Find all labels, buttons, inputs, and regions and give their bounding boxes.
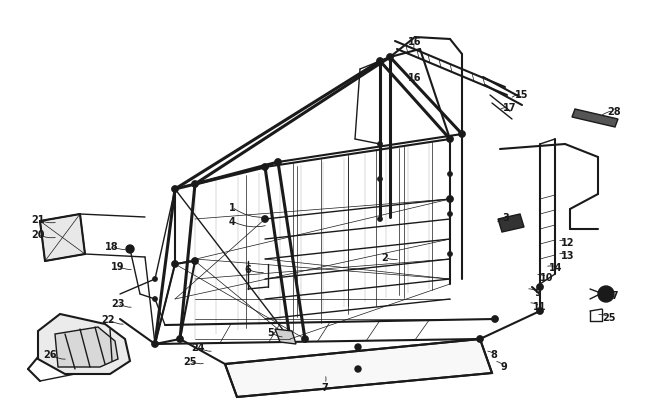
Text: 22: 22	[101, 314, 115, 324]
Text: 21: 21	[31, 215, 45, 224]
Text: 28: 28	[607, 107, 621, 117]
Text: 18: 18	[105, 241, 119, 252]
Circle shape	[263, 218, 266, 221]
Polygon shape	[275, 329, 296, 344]
Circle shape	[378, 60, 382, 63]
Text: 16: 16	[408, 37, 422, 47]
Circle shape	[602, 290, 610, 298]
Circle shape	[280, 332, 288, 340]
Circle shape	[174, 263, 177, 266]
Text: 15: 15	[515, 90, 528, 100]
Text: 10: 10	[540, 272, 554, 282]
Circle shape	[536, 308, 543, 315]
Polygon shape	[498, 215, 524, 232]
Circle shape	[378, 217, 382, 222]
Circle shape	[174, 188, 177, 191]
Circle shape	[493, 318, 497, 321]
Circle shape	[538, 286, 541, 289]
Circle shape	[378, 177, 382, 182]
Circle shape	[151, 341, 159, 347]
Circle shape	[447, 172, 452, 177]
Circle shape	[478, 338, 482, 341]
Text: 4: 4	[229, 216, 235, 226]
Circle shape	[491, 316, 499, 323]
Circle shape	[448, 198, 452, 201]
Polygon shape	[572, 110, 618, 128]
Circle shape	[261, 164, 268, 171]
Circle shape	[355, 366, 361, 372]
Circle shape	[598, 286, 614, 302]
Text: 9: 9	[534, 287, 541, 297]
Circle shape	[263, 166, 266, 169]
Circle shape	[127, 247, 133, 252]
Text: 14: 14	[549, 262, 563, 272]
Text: 16: 16	[408, 73, 422, 83]
Circle shape	[447, 212, 452, 217]
Text: 5: 5	[268, 327, 274, 337]
Circle shape	[126, 245, 134, 254]
Text: 9: 9	[500, 361, 508, 371]
Circle shape	[179, 338, 181, 341]
Circle shape	[447, 252, 452, 257]
Circle shape	[304, 338, 307, 341]
Text: 25: 25	[603, 312, 616, 322]
Text: 17: 17	[503, 103, 517, 113]
Text: 6: 6	[244, 264, 252, 274]
Text: 13: 13	[561, 250, 575, 260]
Text: 27: 27	[605, 290, 619, 300]
Circle shape	[172, 186, 179, 193]
Text: 3: 3	[502, 213, 510, 222]
Circle shape	[376, 58, 384, 65]
Circle shape	[194, 183, 196, 186]
Circle shape	[153, 343, 157, 345]
Circle shape	[194, 260, 196, 263]
Text: 1: 1	[229, 202, 235, 213]
Circle shape	[447, 136, 454, 143]
Circle shape	[261, 216, 268, 223]
Circle shape	[192, 181, 198, 188]
Circle shape	[153, 277, 157, 282]
Circle shape	[153, 297, 157, 302]
Circle shape	[274, 159, 281, 166]
Circle shape	[302, 336, 309, 343]
Circle shape	[177, 336, 183, 343]
Circle shape	[387, 54, 393, 61]
Text: 24: 24	[191, 342, 205, 352]
Text: 2: 2	[382, 252, 389, 262]
Text: 26: 26	[44, 349, 57, 359]
Circle shape	[276, 161, 280, 164]
Text: 8: 8	[491, 349, 497, 359]
Text: 19: 19	[111, 261, 125, 271]
Text: 11: 11	[533, 301, 547, 311]
Circle shape	[538, 310, 541, 313]
Circle shape	[460, 133, 463, 136]
Circle shape	[287, 336, 294, 343]
Text: 12: 12	[561, 237, 575, 247]
Circle shape	[378, 142, 382, 147]
Circle shape	[458, 131, 465, 138]
Polygon shape	[55, 327, 118, 367]
Circle shape	[448, 138, 452, 141]
Polygon shape	[40, 215, 85, 261]
Circle shape	[476, 336, 484, 343]
Circle shape	[355, 344, 361, 350]
Circle shape	[192, 258, 198, 265]
Circle shape	[389, 56, 391, 60]
Text: 7: 7	[322, 382, 328, 392]
Polygon shape	[38, 314, 130, 374]
Text: 20: 20	[31, 230, 45, 239]
Text: 25: 25	[183, 356, 197, 366]
Circle shape	[447, 196, 454, 203]
Circle shape	[536, 284, 543, 291]
Circle shape	[289, 338, 291, 341]
Text: 23: 23	[111, 298, 125, 308]
Polygon shape	[225, 339, 492, 397]
Circle shape	[172, 261, 179, 268]
